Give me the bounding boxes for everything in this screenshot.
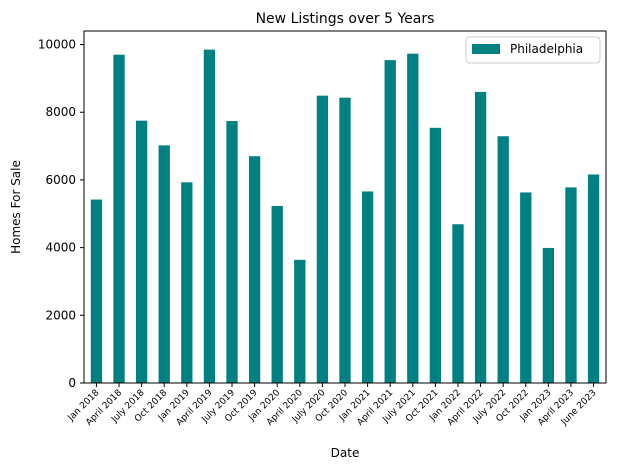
y-axis: 0 2000 4000 6000 8000 10000 [38, 38, 84, 390]
chart-title: New Listings over 5 Years [256, 11, 435, 27]
bar [474, 91, 487, 384]
legend-label: Philadelphia [510, 42, 583, 56]
y-tick-label: 4000 [45, 241, 76, 255]
legend-swatch [472, 44, 500, 54]
bar [361, 191, 374, 383]
bar [158, 145, 170, 383]
bar [294, 259, 306, 383]
bar [226, 121, 238, 383]
bar [113, 54, 125, 383]
bar [520, 192, 532, 383]
x-axis-label: Date [331, 446, 360, 460]
bar [587, 174, 600, 383]
bar [181, 182, 193, 383]
legend-frame [465, 36, 601, 64]
y-tick-label: 8000 [45, 105, 76, 119]
y-axis-label: Homes For Sale [9, 160, 23, 254]
bar [90, 199, 103, 383]
bar [203, 49, 216, 384]
bar [384, 60, 396, 384]
bar [407, 53, 419, 384]
y-tick-label: 0 [68, 376, 76, 390]
bar [452, 224, 464, 383]
bar [248, 156, 261, 383]
y-tick-label: 2000 [45, 308, 76, 322]
bar [135, 120, 148, 383]
y-tick-label: 10000 [38, 38, 76, 52]
bar [565, 187, 577, 383]
bar [429, 127, 442, 383]
bar [339, 97, 351, 384]
legend: Philadelphia [465, 36, 601, 64]
bar [542, 247, 555, 383]
y-tick-label: 6000 [45, 173, 76, 187]
bars-group [90, 49, 600, 384]
bar [316, 95, 329, 384]
bar [271, 205, 283, 383]
bar [497, 136, 509, 383]
